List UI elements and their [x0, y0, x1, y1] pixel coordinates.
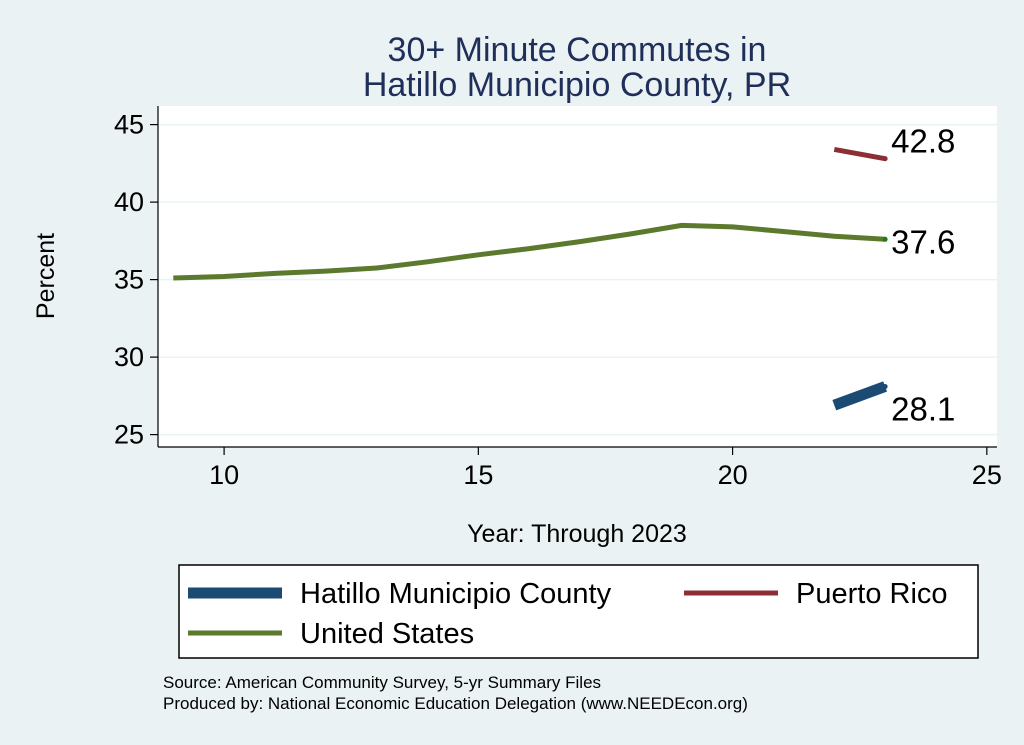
- legend-items: Hatillo Municipio County Puerto Rico Unite…: [188, 578, 948, 650]
- legend-label-2: United States: [300, 618, 474, 650]
- end-label-2: 37.6: [891, 223, 955, 260]
- y-tick-label-25: 25: [114, 420, 144, 450]
- series-endpoint-1: [882, 156, 888, 162]
- y-tick-label-35: 35: [114, 265, 144, 295]
- end-label-1: 42.8: [891, 123, 955, 160]
- series-line-2: [173, 222, 886, 281]
- x-tick-label-15: 15: [463, 460, 493, 490]
- gridlines: [158, 123, 997, 436]
- legend-label-1: Puerto Rico: [796, 578, 948, 610]
- x-tick-label-20: 20: [718, 460, 748, 490]
- source-note: Source: American Community Survey, 5-yr …: [163, 673, 601, 692]
- plot-area: [158, 106, 997, 447]
- end-label-0: 28.1: [891, 391, 955, 428]
- y-tick-label-45: 45: [114, 110, 144, 140]
- y-tick-label-30: 30: [114, 342, 144, 372]
- x-tick-label-25: 25: [972, 460, 1002, 490]
- series-endpoint-0: [882, 384, 888, 390]
- legend: [178, 564, 979, 659]
- chart-title-line-1: 30+ Minute Commutes in: [388, 31, 767, 69]
- x-axis-label: Year: Through 2023: [467, 520, 687, 548]
- y-axis-label: Percent: [32, 233, 60, 319]
- end-labels: 28.1 42.8 37.6: [891, 123, 955, 428]
- axes: 25 30 35 40 45 10 15 20 25: [114, 106, 1002, 490]
- x-tick-label-10: 10: [209, 460, 239, 490]
- legend-label-0: Hatillo Municipio County: [300, 578, 612, 610]
- series-line-1: [833, 146, 886, 162]
- series-line-0: [832, 381, 887, 411]
- producer-note: Produced by: National Economic Education…: [163, 694, 748, 713]
- chart-title-line-2: Hatillo Municipio County, PR: [363, 66, 791, 104]
- series-endpoint-2: [882, 236, 888, 242]
- y-tick-label-40: 40: [114, 187, 144, 217]
- series-lines: [173, 146, 888, 411]
